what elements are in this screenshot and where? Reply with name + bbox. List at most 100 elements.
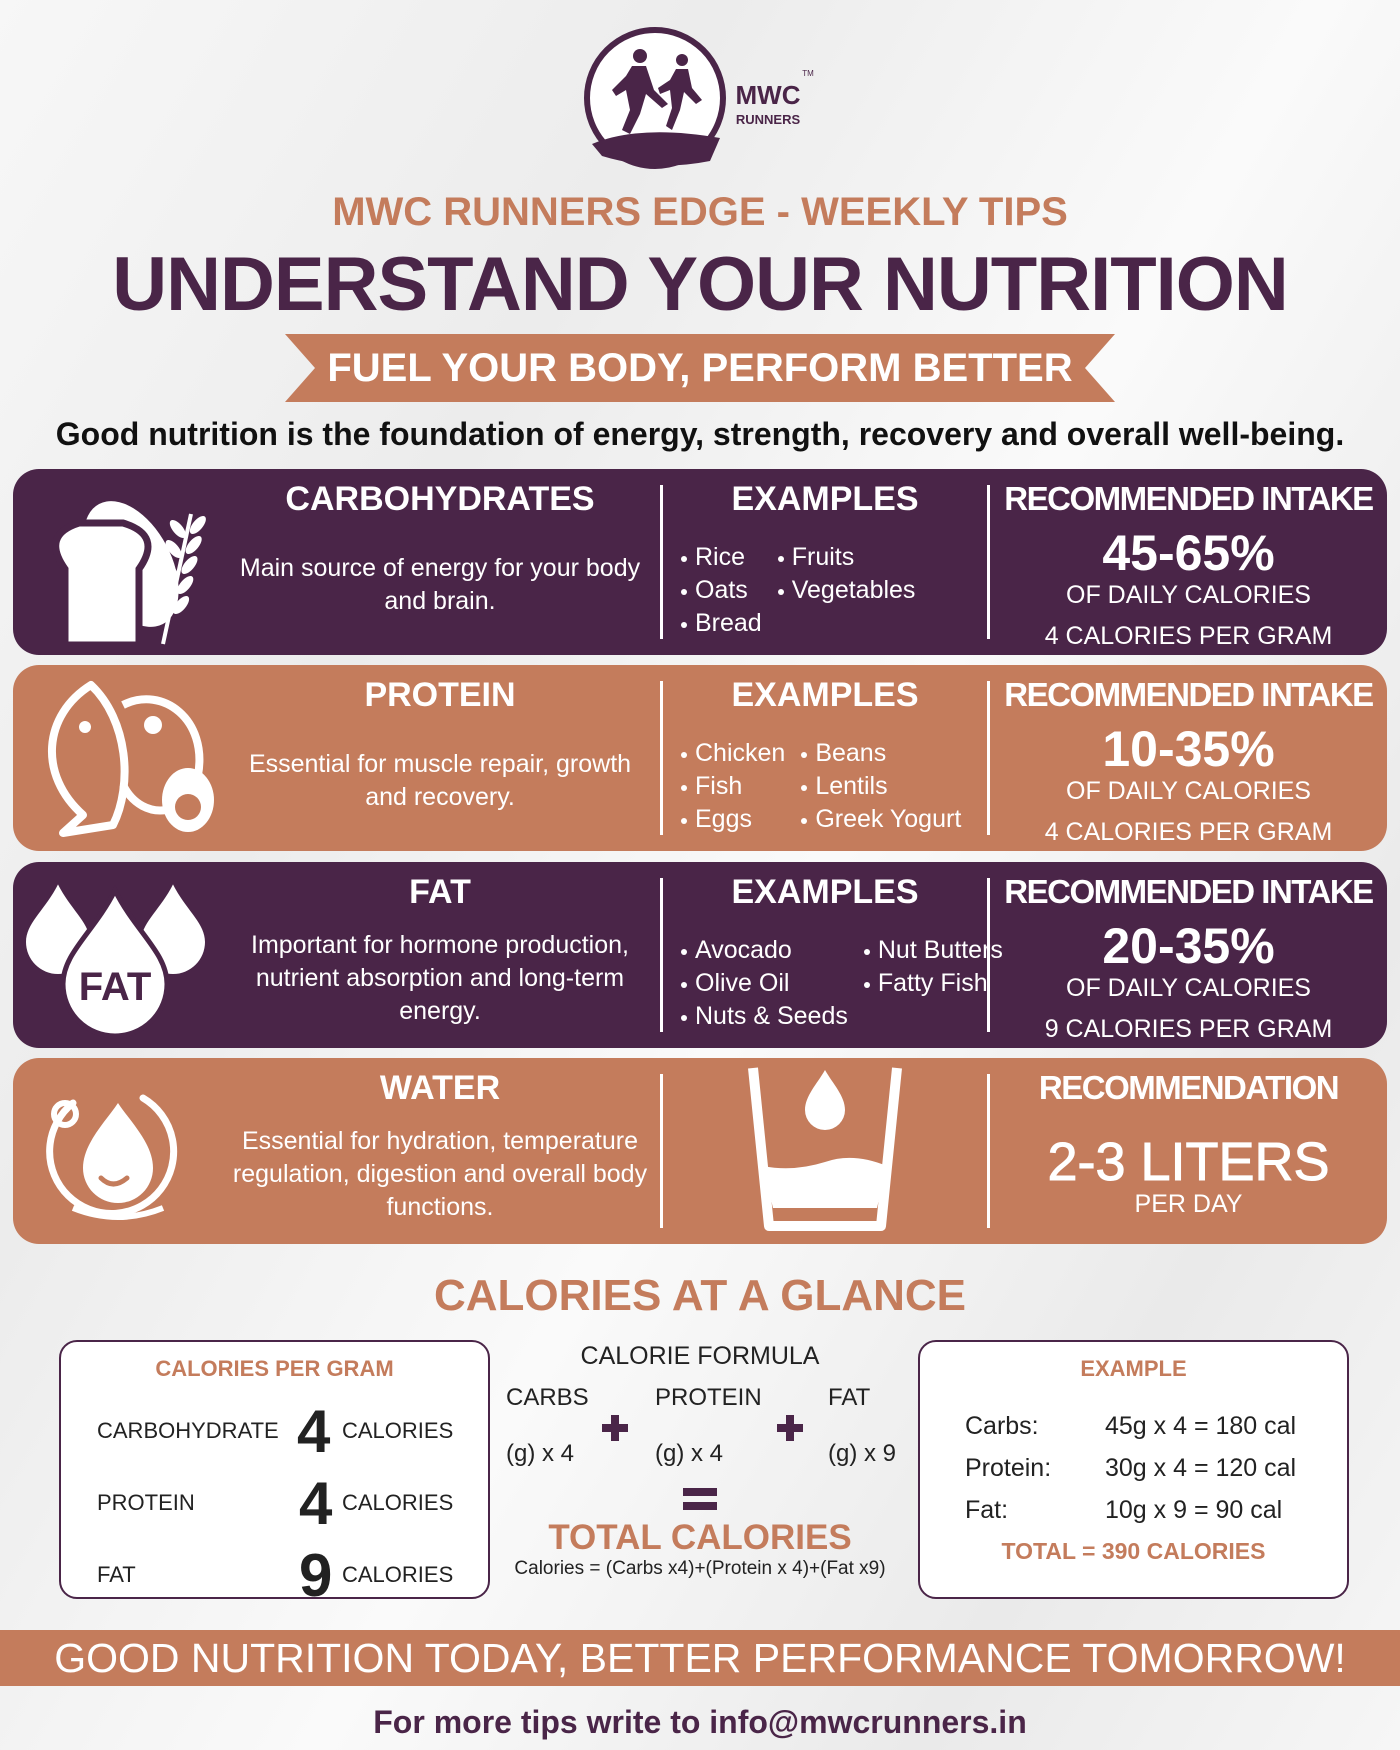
bullet xyxy=(681,949,687,955)
formula-multiplier: (g) x 4 xyxy=(506,1440,575,1467)
divider xyxy=(660,485,663,639)
example-item: Lentils xyxy=(799,770,961,803)
example-calc: 45g x 4 = 180 cal xyxy=(1105,1412,1297,1440)
nutrient-description: Essential for muscle repair, growth and … xyxy=(248,750,632,811)
bullet xyxy=(777,589,784,595)
divider xyxy=(987,1074,990,1228)
per-gram-unit: CALORIES xyxy=(342,1562,454,1587)
main-title: UNDERSTAND YOUR NUTRITION xyxy=(112,242,1289,327)
intake-unit: OF DAILY CALORIES xyxy=(1066,581,1311,609)
logo: MWC RUNNERS TM xyxy=(584,27,814,169)
example-text: Greek Yogurt xyxy=(815,805,962,833)
per-gram-label: PROTEIN xyxy=(97,1490,195,1515)
water-description: Essential for hydration, temperature reg… xyxy=(232,1126,648,1221)
contact: For more tips write to info@mwcrunners.i… xyxy=(373,1704,1027,1740)
example-column: Fruits Vegetables xyxy=(776,541,916,640)
example-column: Nut Butters Fatty Fish xyxy=(862,934,1003,1033)
per-gram: 9 CALORIES PER GRAM xyxy=(1044,1015,1333,1043)
nutrient-name: PROTEIN xyxy=(364,676,516,714)
logo-mark: TM xyxy=(802,69,814,78)
examples-heading: EXAMPLES xyxy=(731,873,919,911)
glass xyxy=(748,1067,902,1231)
bullet xyxy=(777,556,784,562)
example-text: Nut Butters xyxy=(877,936,1003,964)
example-item: Beans xyxy=(799,737,961,770)
example-item: Bread xyxy=(679,607,762,640)
water-unit: PER DAY xyxy=(1134,1190,1243,1218)
example-column: Avocado Olive Oil Nuts & Seeds xyxy=(679,934,848,1033)
examples-heading: EXAMPLES xyxy=(731,480,919,518)
example-text: Chicken xyxy=(695,739,786,767)
bullet xyxy=(681,818,687,824)
example-item: Chicken xyxy=(679,737,785,770)
nutrient-description: Main source of energy for your body and … xyxy=(239,554,641,615)
bullet xyxy=(681,1015,687,1021)
formula-term: FAT xyxy=(828,1384,871,1411)
formula-multiplier: (g) x 9 xyxy=(828,1440,897,1467)
example-item: Nut Butters xyxy=(862,934,1003,967)
formula-result: TOTAL CALORIES xyxy=(548,1518,852,1557)
bullet xyxy=(863,949,870,955)
intake: RECOMMENDED INTAKE 45-65% OF DAILY CALORIE… xyxy=(990,469,1387,655)
example-text: Olive Oil xyxy=(695,969,790,997)
per-gram: 4 CALORIES PER GRAM xyxy=(1044,622,1333,650)
formula-equation: Calories = (Carbs x4)+(Protein x 4)+(Fat… xyxy=(514,1558,886,1579)
intake-value: 20-35% xyxy=(1102,918,1275,974)
info: CARBOHYDRATES Main source of energy for y… xyxy=(220,469,660,655)
formula-term: CARBS xyxy=(506,1384,589,1411)
example-list: Rice Oats Bread Fruits Vegetables xyxy=(679,541,915,640)
example-heading: EXAMPLE xyxy=(1080,1356,1187,1381)
examples: EXAMPLES Avocado Olive Oil Nuts & Seeds Nut … xyxy=(663,862,1003,1048)
nutrient-icon: FAT xyxy=(26,884,205,1039)
example-item: Oats xyxy=(679,574,762,607)
divider xyxy=(987,681,990,835)
example-item: Olive Oil xyxy=(679,967,848,1000)
bullet xyxy=(801,818,808,824)
divider xyxy=(987,485,990,639)
example-label: Carbs: xyxy=(965,1412,1039,1440)
divider xyxy=(660,1074,663,1228)
divider xyxy=(660,878,663,1032)
example-text: Vegetables xyxy=(791,576,916,604)
intake-unit: OF DAILY CALORIES xyxy=(1066,974,1311,1002)
ribbon-shape xyxy=(285,334,1115,402)
nutrient-card: PROTEIN Essential for muscle repair, grow… xyxy=(13,665,1387,851)
formula-heading: CALORIE FORMULA xyxy=(580,1342,820,1370)
example-label: Protein: xyxy=(965,1454,1052,1482)
info: PROTEIN Essential for muscle repair, grow… xyxy=(220,665,660,851)
kicker: MWC RUNNERS EDGE - WEEKLY TIPS xyxy=(332,190,1068,234)
per-gram-unit: CALORIES xyxy=(342,1490,454,1515)
example-item: Rice xyxy=(679,541,762,574)
example-item: Vegetables xyxy=(776,574,916,607)
water-card: WATER Essential for hydration, temperatur… xyxy=(13,1058,1387,1244)
bullet xyxy=(681,785,687,791)
bullet xyxy=(681,622,687,628)
intake: RECOMMENDED INTAKE 20-35% OF DAILY CALORIE… xyxy=(990,862,1387,1048)
example-list: Avocado Olive Oil Nuts & Seeds Nut Butters F… xyxy=(679,934,1003,1033)
intake-heading: RECOMMENDED INTAKE xyxy=(1004,480,1374,517)
nutrient-description: Important for hormone production, nutrie… xyxy=(251,930,629,1025)
intake-heading: RECOMMENDED INTAKE xyxy=(1004,873,1374,910)
nutrient-card: FAT FAT Important for hormone production, … xyxy=(13,862,1387,1048)
fat-icon-label: FAT xyxy=(79,965,152,1009)
bullet xyxy=(863,982,870,988)
footer-banner: GOOD NUTRITION TODAY, BETTER PERFORMANCE… xyxy=(0,1630,1400,1686)
bullet xyxy=(801,785,808,791)
water-name: WATER xyxy=(379,1069,501,1107)
example-text: Fatty Fish xyxy=(877,969,988,997)
intro: Good nutrition is the foundation of ener… xyxy=(55,416,1345,452)
intake: RECOMMENDED INTAKE 10-35% OF DAILY CALORIE… xyxy=(990,665,1387,851)
per-gram-label: CARBOHYDRATE xyxy=(97,1418,279,1443)
nutrient-name: CARBOHYDRATES xyxy=(285,480,595,518)
intake-value: 10-35% xyxy=(1102,721,1275,777)
info: FAT Important for hormone production, nut… xyxy=(220,862,660,1048)
divider xyxy=(660,681,663,835)
example-column: Rice Oats Bread xyxy=(679,541,762,640)
example-text: Avocado xyxy=(695,936,792,964)
per-gram-label: FAT xyxy=(97,1562,136,1587)
example-item: Avocado xyxy=(679,934,848,967)
per-gram-unit: CALORIES xyxy=(342,1418,454,1443)
logo-name: MWC xyxy=(736,80,801,110)
example-calc: 30g x 4 = 120 cal xyxy=(1105,1454,1297,1482)
